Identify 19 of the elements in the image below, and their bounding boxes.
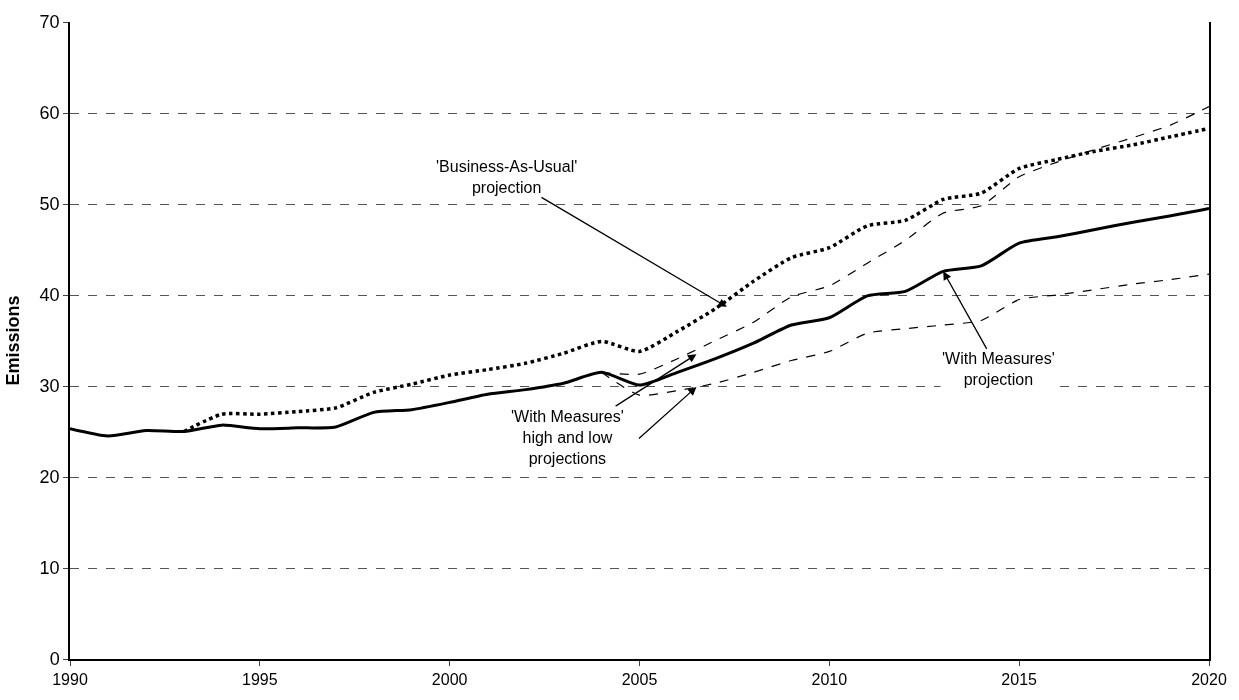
y-tick-label: 20 [39, 467, 60, 488]
x-tick-label: 2020 [1191, 670, 1227, 688]
y-tick-label: 60 [39, 103, 60, 124]
y-tick-label: 30 [39, 376, 60, 397]
annotation: 'With Measures' high and low projections [511, 408, 624, 467]
y-axis-title: Emissions [3, 295, 24, 386]
annotation: 'Business-As-Usual' projection [436, 158, 578, 196]
y-tick-label: 70 [39, 12, 60, 33]
x-tick-label: 2010 [811, 670, 848, 688]
x-tick-label: 1995 [242, 670, 278, 688]
y-tick-label: 50 [39, 194, 60, 215]
x-tick-label: 2005 [621, 670, 658, 688]
annotation: 'With Measures' projection [942, 350, 1055, 388]
y-tick-label: 10 [39, 558, 60, 579]
y-tick-label: 40 [39, 285, 60, 306]
y-tick-label: 0 [49, 649, 60, 670]
x-tick-label: 1990 [52, 670, 88, 688]
x-tick-label: 2015 [1001, 670, 1038, 688]
x-tick-label: 2000 [431, 670, 468, 688]
